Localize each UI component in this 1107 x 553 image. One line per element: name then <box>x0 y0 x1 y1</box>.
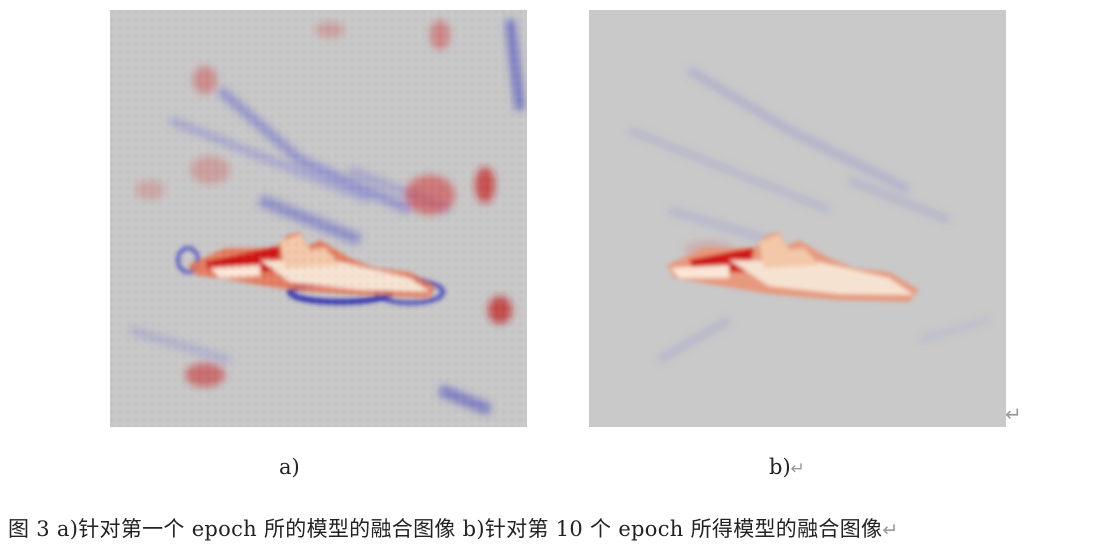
panel-a-label: a) <box>279 455 300 479</box>
return-mark-icon: ↵ <box>790 459 805 479</box>
return-mark-icon: ↵ <box>1005 402 1022 426</box>
return-mark-icon: ↵ <box>882 519 899 541</box>
fusion-image-epoch-10 <box>589 10 1006 427</box>
panel-b-label-text: b) <box>769 455 791 479</box>
figure-caption: 图 3 a)针对第一个 epoch 所的模型的融合图像 b)针对第 10 个 e… <box>8 513 899 543</box>
figure-caption-text: 图 3 a)针对第一个 epoch 所的模型的融合图像 b)针对第 10 个 e… <box>8 517 883 541</box>
panel-b-label: b)↵ <box>769 455 805 479</box>
fusion-image-epoch-1 <box>110 10 527 427</box>
